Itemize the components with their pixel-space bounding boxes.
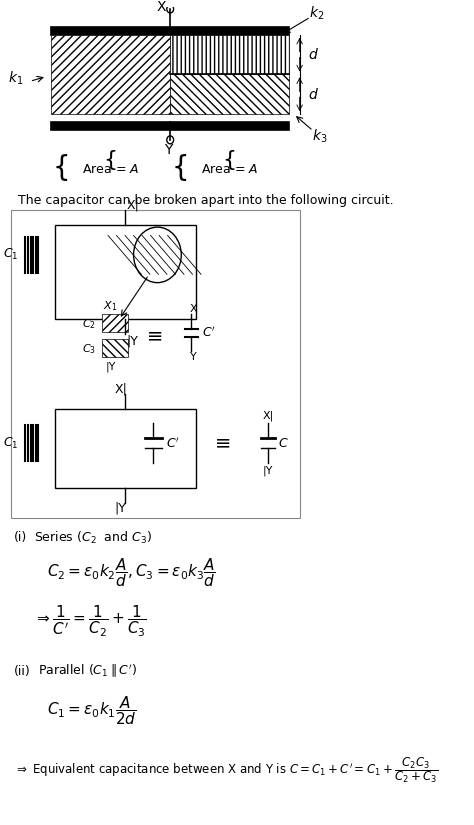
Text: |Y: |Y bbox=[115, 502, 127, 514]
Text: |Y: |Y bbox=[105, 361, 116, 372]
Text: {: { bbox=[53, 153, 70, 182]
Text: $\equiv$: $\equiv$ bbox=[211, 434, 231, 453]
Text: $\Rightarrow \dfrac{1}{C^{\prime}} = \dfrac{1}{C_2} + \dfrac{1}{C_3}$: $\Rightarrow \dfrac{1}{C^{\prime}} = \df… bbox=[34, 604, 147, 639]
Text: $C_2$: $C_2$ bbox=[82, 318, 96, 331]
Text: X: X bbox=[157, 0, 166, 14]
Text: {: { bbox=[172, 153, 190, 182]
Text: X|: X| bbox=[114, 382, 127, 395]
Text: The capacitor can be broken apart into the following circuit.: The capacitor can be broken apart into t… bbox=[18, 194, 394, 207]
Bar bbox=[102, 339, 128, 357]
Text: |Y: |Y bbox=[263, 466, 273, 476]
Text: |Y: |Y bbox=[127, 335, 138, 347]
Text: $C_1$: $C_1$ bbox=[3, 436, 18, 450]
Text: Area = $A$: Area = $A$ bbox=[201, 163, 258, 176]
Text: {: { bbox=[103, 149, 118, 170]
Text: Series ($C_2$  and $C_3$): Series ($C_2$ and $C_3$) bbox=[34, 530, 152, 545]
Bar bbox=[170, 35, 290, 74]
Circle shape bbox=[134, 227, 181, 283]
Text: $C'$: $C'$ bbox=[166, 436, 180, 450]
Text: $C$: $C$ bbox=[278, 436, 289, 450]
Text: X|: X| bbox=[263, 410, 274, 421]
Text: $C_1 = \varepsilon_0 k_1 \dfrac{A}{2d}$: $C_1 = \varepsilon_0 k_1 \dfrac{A}{2d}$ bbox=[47, 695, 137, 728]
Text: {: { bbox=[223, 149, 237, 170]
Text: Area = $A$: Area = $A$ bbox=[82, 163, 139, 176]
Text: $C_2 = \varepsilon_0 k_2 \dfrac{A}{d}, C_3 = \varepsilon_0 k_3 \dfrac{A}{d}$: $C_2 = \varepsilon_0 k_2 \dfrac{A}{d}, C… bbox=[47, 556, 216, 588]
Text: Parallel ($C_1 \parallel C^{\prime}$): Parallel ($C_1 \parallel C^{\prime}$) bbox=[38, 662, 137, 680]
Bar bbox=[55, 408, 196, 488]
Circle shape bbox=[167, 136, 173, 144]
Circle shape bbox=[167, 5, 173, 13]
Text: $C_1$: $C_1$ bbox=[3, 248, 18, 262]
Text: X|: X| bbox=[127, 199, 140, 212]
Text: (i): (i) bbox=[14, 531, 27, 544]
Text: $X_1$: $X_1$ bbox=[103, 299, 118, 314]
Text: $\Rightarrow$ Equivalent capacitance between X and Y is $C = C_1 + C^{\prime} = : $\Rightarrow$ Equivalent capacitance bet… bbox=[14, 756, 438, 785]
Text: $d$: $d$ bbox=[308, 87, 319, 101]
Bar bbox=[51, 27, 290, 35]
Text: $C'$: $C'$ bbox=[202, 326, 216, 341]
Text: Y: Y bbox=[164, 143, 173, 157]
Bar bbox=[102, 314, 128, 332]
Text: $C_3$: $C_3$ bbox=[82, 342, 96, 356]
Bar bbox=[55, 225, 196, 319]
Text: $k_3$: $k_3$ bbox=[311, 127, 327, 144]
Text: $\equiv$: $\equiv$ bbox=[143, 327, 163, 346]
Text: $k_2$: $k_2$ bbox=[309, 4, 324, 21]
Text: $d$: $d$ bbox=[308, 47, 319, 62]
Bar bbox=[170, 74, 290, 114]
Bar bbox=[11, 210, 301, 517]
Text: (ii): (ii) bbox=[14, 665, 31, 678]
Text: $k_1$: $k_1$ bbox=[9, 69, 24, 87]
Text: X: X bbox=[190, 304, 197, 314]
Text: Y: Y bbox=[190, 352, 197, 362]
Bar bbox=[51, 35, 170, 114]
Bar bbox=[51, 122, 290, 130]
